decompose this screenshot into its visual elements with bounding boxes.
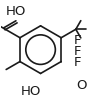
Text: F: F <box>74 45 81 58</box>
Text: F: F <box>74 34 81 47</box>
Text: F: F <box>74 56 81 68</box>
Text: HO: HO <box>21 85 41 98</box>
Text: HO: HO <box>5 5 26 18</box>
Text: O: O <box>76 79 86 92</box>
